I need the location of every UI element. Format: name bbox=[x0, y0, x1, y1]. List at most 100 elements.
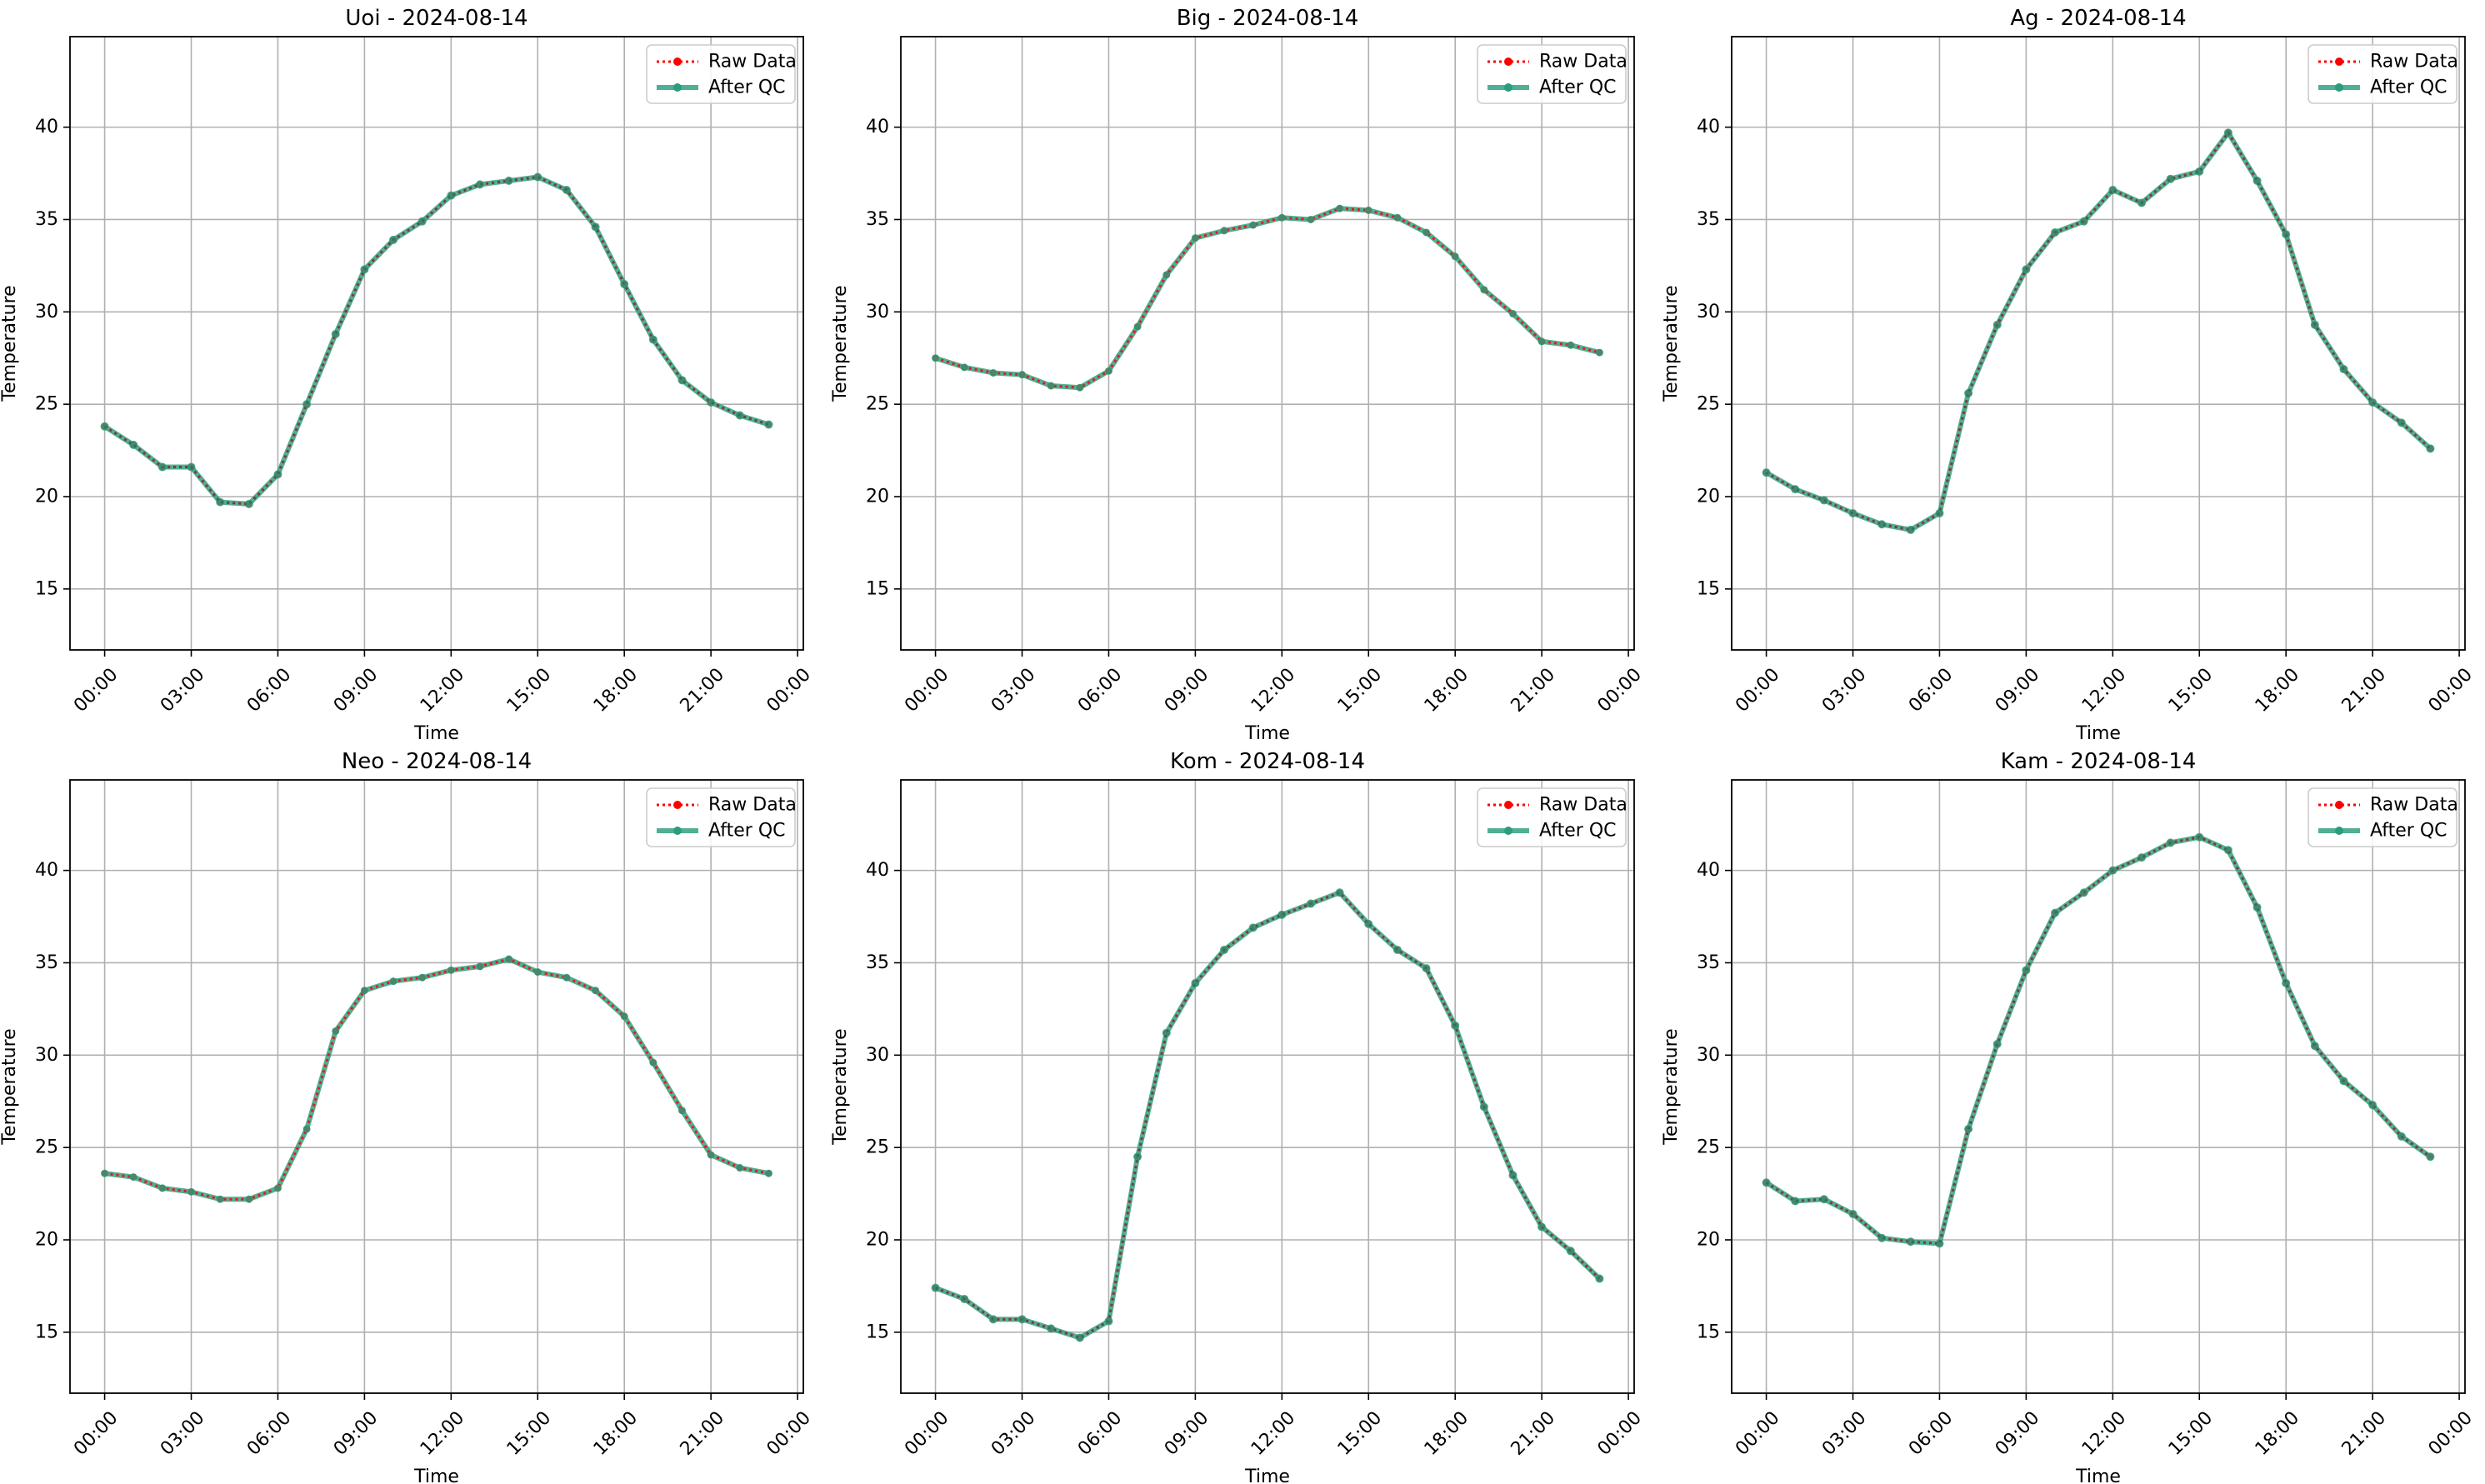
x-tick-label: 03:00 bbox=[1818, 1407, 1871, 1460]
x-tick-label: 00:00 bbox=[1732, 1407, 1784, 1460]
y-tick-label: 35 bbox=[1697, 209, 1720, 230]
x-tick-label: 06:00 bbox=[243, 664, 296, 717]
x-tick-label: 15:00 bbox=[2165, 1407, 2218, 1460]
after-qc-point bbox=[1935, 1239, 1944, 1248]
x-tick-label: 00:00 bbox=[1732, 664, 1784, 717]
after-qc-point bbox=[1906, 1237, 1915, 1247]
after-qc-point bbox=[2368, 397, 2378, 407]
after-qc-point bbox=[1392, 945, 1402, 954]
after-qc-point bbox=[273, 1184, 282, 1192]
x-tick-label: 00:00 bbox=[1594, 664, 1647, 717]
y-tick-label: 15 bbox=[35, 1322, 58, 1342]
y-axis-label: Temperature bbox=[1661, 1028, 1682, 1145]
chart-panel-uoi: 00:00 03:00 06:00 09:00 12:00 15:00 18:00 21:00… bbox=[0, 6, 815, 744]
y-tick-label: 40 bbox=[1697, 860, 1720, 881]
x-axis-label: Time bbox=[1244, 723, 1290, 744]
after-qc-point bbox=[2426, 444, 2435, 453]
after-qc-point bbox=[707, 1151, 715, 1159]
after-qc-point bbox=[475, 180, 484, 189]
chart-title: Uoi - 2024-08-14 bbox=[345, 6, 528, 31]
legend-raw-label: Raw Data bbox=[2370, 795, 2458, 816]
x-tick-label: 18:00 bbox=[590, 664, 642, 717]
series-raw-data-line bbox=[104, 957, 769, 1201]
legend: Raw Data After QC bbox=[1477, 44, 1628, 104]
y-axis-label: Temperature bbox=[1661, 285, 1682, 402]
chart-title: Big - 2024-08-14 bbox=[1177, 6, 1359, 31]
x-tick-label: 09:00 bbox=[1161, 1407, 1213, 1460]
legend-qc-label: After QC bbox=[2370, 821, 2448, 842]
series-raw-data-line bbox=[103, 175, 769, 506]
after-qc-point bbox=[1249, 221, 1258, 229]
x-tick-label: 06:00 bbox=[1905, 664, 1958, 717]
x-tick-label: 18:00 bbox=[2252, 664, 2304, 717]
x-tick-label: 21:00 bbox=[1508, 664, 1560, 717]
x-axis: 00:00 03:00 06:00 09:00 12:00 15:00 18:00 21:00… bbox=[1732, 780, 2477, 1460]
series-after-qc-line bbox=[1763, 130, 2433, 532]
series-after-qc-line bbox=[1763, 834, 2433, 1247]
chart-title: Neo - 2024-08-14 bbox=[342, 749, 532, 774]
series-after-qc-line bbox=[102, 174, 772, 507]
x-tick-label: 18:00 bbox=[590, 1407, 642, 1460]
series-overlap-line bbox=[1765, 130, 2432, 532]
x-tick-label: 00:00 bbox=[2425, 664, 2478, 717]
after-qc-point bbox=[1248, 923, 1258, 932]
legend-qc-marker bbox=[673, 83, 682, 92]
legend-raw-label: Raw Data bbox=[1539, 795, 1628, 816]
y-tick-label: 20 bbox=[1697, 1230, 1720, 1251]
x-tick-label: 00:00 bbox=[763, 664, 816, 717]
after-qc-point bbox=[620, 1012, 628, 1021]
y-tick-label: 15 bbox=[866, 578, 889, 599]
x-tick-label: 15:00 bbox=[1334, 1407, 1387, 1460]
chart-title: Kam - 2024-08-14 bbox=[2001, 749, 2197, 774]
y-tick-label: 40 bbox=[1697, 117, 1720, 137]
x-tick-label: 09:00 bbox=[330, 664, 382, 717]
after-qc-point bbox=[989, 368, 998, 377]
x-tick-label: 18:00 bbox=[2252, 1407, 2304, 1460]
y-tick-label: 30 bbox=[866, 302, 889, 322]
after-qc-point bbox=[592, 987, 600, 995]
series-after-qc-line bbox=[102, 957, 772, 1202]
y-tick-label: 35 bbox=[866, 952, 889, 973]
after-qc-point bbox=[764, 420, 773, 429]
x-axis: 00:00 03:00 06:00 09:00 12:00 15:00 18:00 21:00… bbox=[70, 37, 815, 717]
x-tick-label: 12:00 bbox=[417, 1407, 469, 1460]
after-qc-point bbox=[389, 977, 398, 986]
y-tick-label: 20 bbox=[866, 487, 889, 507]
x-tick-label: 03:00 bbox=[157, 1407, 209, 1460]
after-qc-point bbox=[216, 1195, 224, 1203]
x-axis-label: Time bbox=[2075, 723, 2121, 744]
y-axis: 15 20 25 30 35 40 bbox=[866, 117, 1634, 599]
x-tick-label: 12:00 bbox=[2078, 664, 2131, 717]
x-tick-label: 21:00 bbox=[677, 664, 729, 717]
x-tick-label: 09:00 bbox=[1992, 1407, 2044, 1460]
y-axis-label: Temperature bbox=[0, 1028, 20, 1145]
legend: Raw Data After QC bbox=[1477, 787, 1628, 847]
y-axis: 15 20 25 30 35 40 bbox=[1697, 117, 2465, 599]
series-raw-data-line bbox=[1765, 130, 2432, 532]
after-qc-point bbox=[1422, 228, 1431, 237]
x-tick-label: 09:00 bbox=[1992, 664, 2044, 717]
after-qc-point bbox=[649, 1058, 658, 1067]
y-tick-label: 30 bbox=[35, 1045, 58, 1066]
y-tick-label: 35 bbox=[866, 209, 889, 230]
after-qc-point bbox=[1451, 252, 1459, 261]
after-qc-point bbox=[1935, 508, 1944, 517]
x-tick-label: 12:00 bbox=[1248, 664, 1300, 717]
after-qc-point bbox=[1104, 367, 1112, 375]
y-axis: 15 20 25 30 35 40 bbox=[35, 117, 803, 599]
x-axis-label: Time bbox=[413, 1467, 459, 1484]
after-qc-point bbox=[1336, 204, 1344, 212]
after-qc-point bbox=[1595, 348, 1603, 357]
x-tick-label: 00:00 bbox=[901, 1407, 953, 1460]
after-qc-point bbox=[2079, 217, 2088, 226]
chart-title: Ag - 2024-08-14 bbox=[2010, 6, 2186, 31]
after-qc-point bbox=[1393, 213, 1402, 222]
x-axis: 00:00 03:00 06:00 09:00 12:00 15:00 18:00 21:00… bbox=[1732, 37, 2477, 717]
after-qc-point bbox=[1162, 271, 1171, 279]
after-qc-point bbox=[1480, 286, 1488, 294]
plot-frame bbox=[900, 779, 1635, 1394]
y-tick-label: 25 bbox=[1697, 394, 1720, 415]
after-qc-point bbox=[960, 363, 968, 372]
legend-qc-marker bbox=[1504, 83, 1512, 92]
after-qc-point bbox=[101, 1169, 109, 1177]
